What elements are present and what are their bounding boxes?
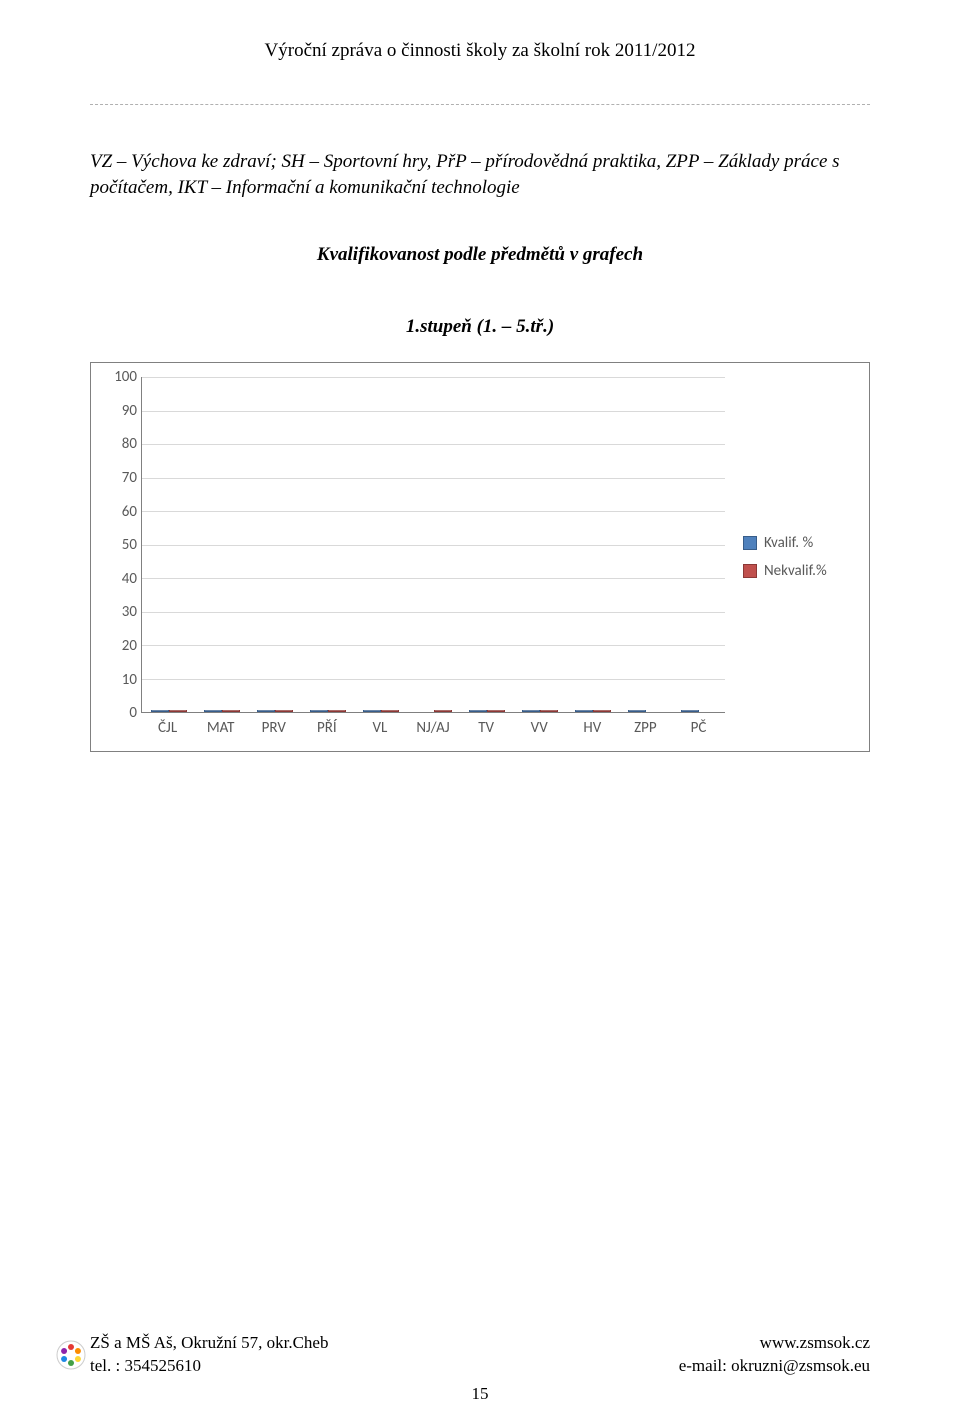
chart-container: 0 10 20 30 40 50 60 70 80 90 100 ČJLMATPRVPŘÍVLNJ/… <box>90 362 870 752</box>
x-tick-label: HV <box>566 719 619 737</box>
bar <box>381 710 399 712</box>
y-tick-label: 30 <box>122 603 137 621</box>
gridline <box>142 645 725 646</box>
x-tick-label: MAT <box>194 719 247 737</box>
chart-area: 0102030405060708090100 ČJLMATPRVPŘÍVLNJ/… <box>107 377 853 737</box>
bar <box>204 710 222 712</box>
gridline <box>142 612 725 613</box>
gridline <box>142 444 725 445</box>
x-tick-label: VV <box>513 719 566 737</box>
y-tick-label: 70 <box>122 469 137 487</box>
x-tick-label: TV <box>460 719 513 737</box>
bar-group <box>566 710 619 712</box>
x-tick-label: ČJL <box>141 719 194 737</box>
bar <box>575 710 593 712</box>
x-tick-label: PŘÍ <box>300 719 353 737</box>
bar <box>169 710 187 712</box>
bar <box>363 710 381 712</box>
divider <box>90 104 870 105</box>
bar <box>487 710 505 712</box>
y-tick-label: 40 <box>122 570 137 588</box>
bar-group <box>460 710 513 712</box>
y-tick-label: 50 <box>122 536 137 554</box>
x-axis: ČJLMATPRVPŘÍVLNJ/AJTVVVHVZPPPČ <box>107 719 725 737</box>
bar <box>222 710 240 712</box>
bar <box>257 710 275 712</box>
chart-grid <box>141 377 725 713</box>
y-tick-label: 80 <box>122 435 137 453</box>
bar <box>593 710 611 712</box>
bar <box>469 710 487 712</box>
page-header: Výroční zpráva o činnosti školy za školn… <box>90 40 870 62</box>
gridline <box>142 679 725 680</box>
x-tick-label: NJ/AJ <box>406 719 459 737</box>
x-tick-label: PČ <box>672 719 725 737</box>
bar-group <box>142 710 195 712</box>
bar-group <box>619 710 672 712</box>
legend-swatch <box>743 564 757 578</box>
bar-group <box>672 710 725 712</box>
chart-legend: Kvalif. % Nekvalif.% <box>725 377 853 737</box>
y-axis: 0102030405060708090100 <box>107 377 141 713</box>
bar-group <box>195 710 248 712</box>
bar <box>522 710 540 712</box>
chart-title: 1.stupeň (1. – 5.tř.) <box>90 316 870 338</box>
x-tick-label: PRV <box>247 719 300 737</box>
y-tick-label: 20 <box>122 637 137 655</box>
bar-group <box>407 710 460 712</box>
legend-swatch <box>743 536 757 550</box>
bar <box>151 710 169 712</box>
bar <box>328 710 346 712</box>
y-tick-label: 100 <box>114 368 137 386</box>
legend-label: Kvalif. % <box>764 534 813 552</box>
bar-group <box>248 710 301 712</box>
bar <box>681 710 699 712</box>
abbrev-paragraph: VZ – Výchova ke zdraví; SH – Sportovní h… <box>90 149 870 200</box>
page-number: 15 <box>0 1384 960 1404</box>
gridline <box>142 411 725 412</box>
y-tick-label: 0 <box>129 704 137 722</box>
legend-item: Kvalif. % <box>743 534 853 552</box>
bar <box>628 710 646 712</box>
footer-tel: tel. : 354525610 <box>90 1355 201 1378</box>
gridline <box>142 511 725 512</box>
gridline <box>142 478 725 479</box>
legend-label: Nekvalif.% <box>764 562 827 580</box>
legend-item: Nekvalif.% <box>743 562 853 580</box>
school-logo-icon <box>56 1340 86 1370</box>
plot: 0102030405060708090100 <box>107 377 725 713</box>
section-heading: Kvalifikovanost podle předmětů v grafech <box>90 244 870 266</box>
bar <box>540 710 558 712</box>
y-tick-label: 60 <box>122 503 137 521</box>
page-footer: ZŠ a MŠ Aš, Okružní 57, okr.Cheb www.zsm… <box>90 1332 870 1378</box>
x-tick-label: ZPP <box>619 719 672 737</box>
bar-group <box>354 710 407 712</box>
plot-column: 0102030405060708090100 ČJLMATPRVPŘÍVLNJ/… <box>107 377 725 737</box>
bar <box>275 710 293 712</box>
gridline <box>142 377 725 378</box>
footer-web: www.zsmsok.cz <box>760 1332 870 1355</box>
bar <box>310 710 328 712</box>
bar-group <box>513 710 566 712</box>
y-tick-label: 90 <box>122 402 137 420</box>
gridline <box>142 578 725 579</box>
page: Výroční zpráva o činnosti školy za školn… <box>0 0 960 1416</box>
gridline <box>142 545 725 546</box>
footer-email: e-mail: okruzni@zsmsok.eu <box>679 1355 870 1378</box>
bar-group <box>301 710 354 712</box>
x-tick-label: VL <box>353 719 406 737</box>
bar <box>434 710 452 712</box>
footer-org: ZŠ a MŠ Aš, Okružní 57, okr.Cheb <box>90 1332 328 1355</box>
y-tick-label: 10 <box>122 671 137 689</box>
